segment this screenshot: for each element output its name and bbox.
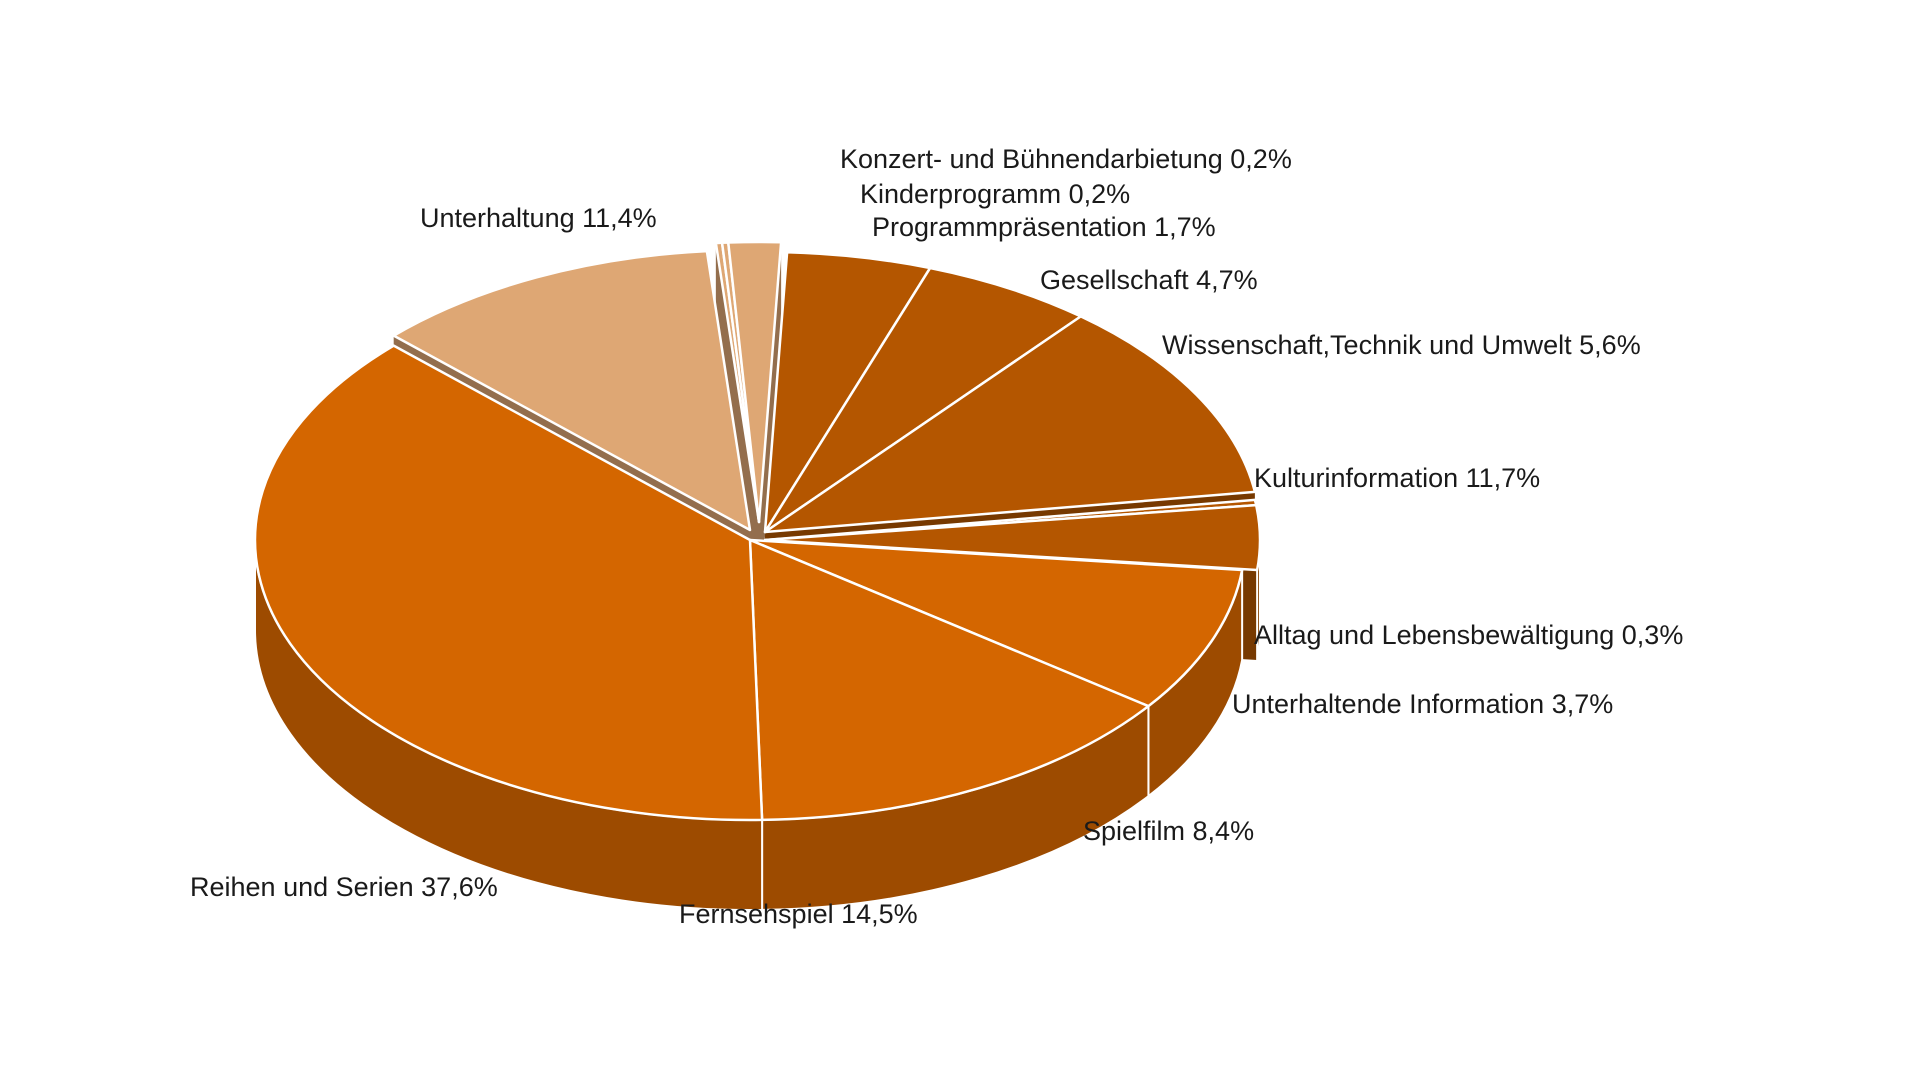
pie-slice-fernsehspiel <box>748 538 1150 822</box>
pie-slice-unterhaltung <box>392 249 752 532</box>
pie-label-12: Unterhaltung 11,4% <box>420 203 657 233</box>
pie-label-1: Konzert- und Bühnendarbietung 0,2% <box>840 144 1292 174</box>
pie-slice-wissenschaft-technik-und-umwelt <box>763 266 1083 534</box>
pie-slice-kulturinformation <box>763 315 1257 534</box>
pie-label-2: Kinderprogramm 0,2% <box>860 179 1130 209</box>
pie-label-10: Fernsehspiel 14,5% <box>679 899 918 929</box>
pie-label-11: Reihen und Serien 37,6% <box>190 872 498 902</box>
pie-cut-face-3-1 <box>759 242 782 613</box>
pie-slice-spielfilm <box>748 538 1244 708</box>
pie-slice-reihen-und-serien <box>253 344 764 822</box>
pie-slice-unterhaltende-information <box>763 503 1262 572</box>
pie-label-4: Gesellschaft 4,7% <box>1040 265 1258 295</box>
pie-label-9: Spielfilm 8,4% <box>1083 816 1254 846</box>
pie-slice-programmpräsentation <box>727 240 783 524</box>
pie-label-5: Wissenschaft,Technik und Umwelt 5,6% <box>1162 330 1641 360</box>
pie-label-8: Unterhaltende Information 3,7% <box>1232 689 1613 719</box>
pie-labels: Konzert- und Bühnendarbietung 0,2% Kinder… <box>190 144 1683 929</box>
pie-label-3: Programmpräsentation 1,7% <box>872 212 1216 242</box>
pie-label-6: Kulturinformation 11,7% <box>1254 463 1540 493</box>
pie-label-7: Alltag und Lebensbewältigung 0,3% <box>1254 620 1683 650</box>
pie-top-faces <box>253 240 1262 822</box>
